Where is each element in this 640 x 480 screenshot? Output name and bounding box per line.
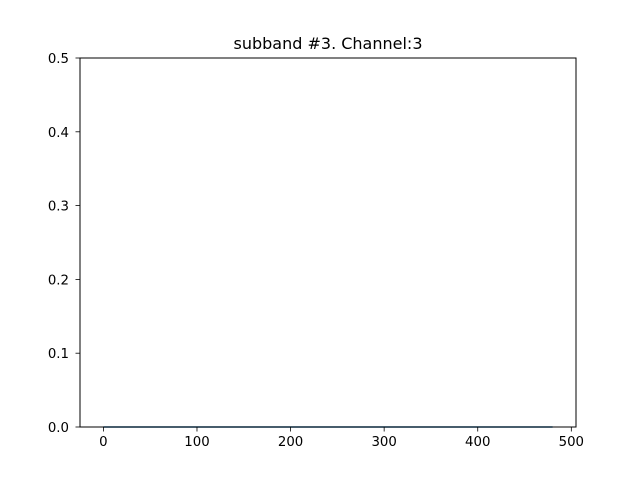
x-axis: 0 100 200 300 400 500 xyxy=(99,427,584,450)
y-tick-label: 0.5 xyxy=(48,52,69,67)
y-tick-label: 0.3 xyxy=(48,200,69,215)
y-tick-label: 0.1 xyxy=(48,347,69,362)
y-tick-label: 0.0 xyxy=(48,421,69,436)
x-tick-label: 400 xyxy=(465,435,490,450)
y-tick-label: 0.4 xyxy=(48,126,69,141)
y-axis: 0.0 0.1 0.2 0.3 0.4 0.5 xyxy=(48,52,80,436)
x-tick-label: 200 xyxy=(278,435,303,450)
plot-frame xyxy=(79,57,577,428)
x-tick-label: 300 xyxy=(371,435,396,450)
y-tick-label: 0.2 xyxy=(48,273,69,288)
x-tick-label: 100 xyxy=(184,435,209,450)
x-tick-label: 500 xyxy=(559,435,584,450)
x-tick-label: 0 xyxy=(99,435,107,450)
chart-title: subband #3. Channel:3 xyxy=(234,34,423,53)
